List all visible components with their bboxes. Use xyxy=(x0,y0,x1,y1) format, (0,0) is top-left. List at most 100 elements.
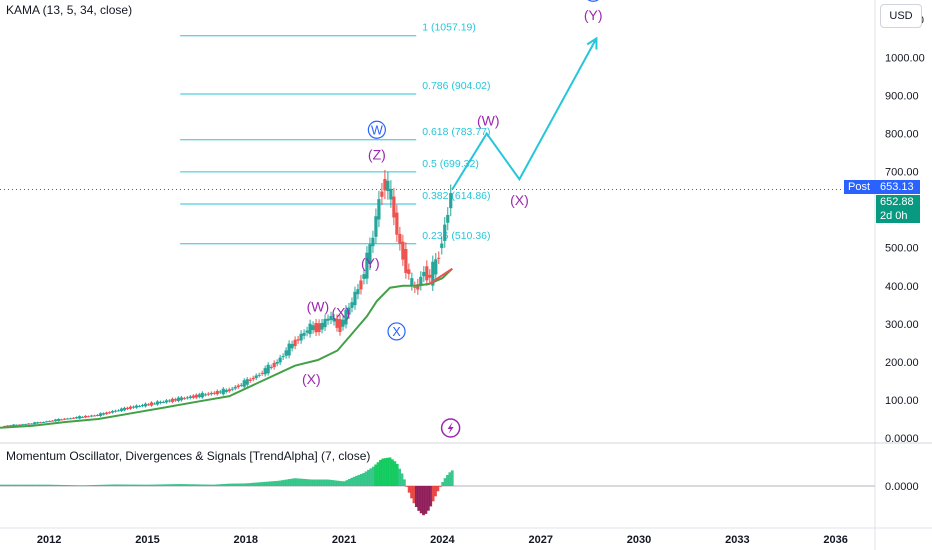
candle-body xyxy=(251,377,255,380)
projection-arrowhead xyxy=(586,36,598,50)
oscillator-bar xyxy=(414,486,418,508)
oscillator-bar xyxy=(391,459,394,486)
candle-body xyxy=(155,401,160,405)
oscillator-bar xyxy=(352,476,356,486)
candle-body xyxy=(57,418,61,421)
candle-body xyxy=(185,397,189,399)
oscillator-bar xyxy=(163,484,167,486)
candle-body xyxy=(287,343,291,356)
candle-body xyxy=(92,415,97,417)
oscillator-bar xyxy=(24,484,28,486)
x-tick-label-0: 2012 xyxy=(37,534,61,546)
candle-body xyxy=(359,280,363,290)
candle-body xyxy=(422,271,426,277)
oscillator-bar xyxy=(36,484,40,486)
candle-body xyxy=(335,318,339,328)
oscillator-bar xyxy=(0,484,2,486)
oscillator-bar xyxy=(326,479,330,486)
candle-body xyxy=(69,418,73,420)
oscillator-bar xyxy=(213,484,217,486)
oscillator-bar xyxy=(144,484,148,486)
oscillator-bar xyxy=(127,484,131,486)
candle-body xyxy=(347,307,351,315)
candle-body xyxy=(224,389,228,392)
oscillator-bar xyxy=(249,482,253,486)
oscillator-bar xyxy=(448,472,452,486)
oscillator-bar xyxy=(285,479,289,486)
oscillator-bar xyxy=(288,479,291,486)
oscillator-bar xyxy=(297,478,301,486)
candle-body xyxy=(140,404,145,407)
oscillator-bar xyxy=(51,484,55,486)
oscillator-bar xyxy=(419,486,423,514)
candle-body xyxy=(398,233,402,244)
oscillator-bar xyxy=(230,483,234,486)
oscillator-bar xyxy=(17,484,21,486)
oscillator-zero-label: 0.0000 xyxy=(885,481,919,493)
oscillator-bar xyxy=(8,484,11,486)
candle-body xyxy=(368,244,372,265)
oscillator-bar xyxy=(89,485,93,486)
candle-body xyxy=(254,375,258,379)
oscillator-bar xyxy=(32,484,35,486)
candle-body xyxy=(45,421,49,423)
oscillator-bar xyxy=(302,478,306,486)
candle-body xyxy=(39,422,43,424)
oscillator-bar xyxy=(254,482,258,486)
oscillator-bar xyxy=(371,466,375,486)
oscillator-bar xyxy=(367,469,370,486)
oscillator-bar xyxy=(450,470,454,486)
candle-body xyxy=(401,241,405,260)
wave-circle-6 xyxy=(387,322,406,341)
candle-body xyxy=(167,400,171,402)
oscillator-bar xyxy=(328,479,332,486)
x-tick-label-8: 2036 xyxy=(823,534,847,546)
candle-body xyxy=(389,188,393,200)
oscillator-bar xyxy=(72,485,76,486)
candle-body xyxy=(42,422,46,424)
oscillator-bar xyxy=(5,484,9,486)
oscillator-bar xyxy=(201,484,205,486)
candle-body xyxy=(60,419,64,421)
candle-body xyxy=(170,398,174,402)
candle-body xyxy=(107,412,112,414)
currency-button[interactable]: USD xyxy=(880,4,922,28)
candle-body xyxy=(116,410,121,412)
candle-body xyxy=(371,237,375,247)
candle-body xyxy=(12,424,16,427)
x-tick-label-6: 2030 xyxy=(627,534,651,546)
candle-body xyxy=(24,424,28,426)
candle-body xyxy=(428,274,432,278)
candle-body xyxy=(161,401,166,403)
candle-body xyxy=(98,413,103,417)
oscillator-bar xyxy=(120,484,124,486)
oscillator-bar xyxy=(271,481,275,486)
candle-body xyxy=(197,394,201,397)
oscillator-bar xyxy=(211,484,215,486)
oscillator-bar xyxy=(268,481,272,486)
oscillator-bar xyxy=(347,479,351,486)
oscillator-bar xyxy=(395,463,399,486)
candle-body xyxy=(179,397,183,401)
oscillator-bar xyxy=(103,484,107,486)
candle-body xyxy=(113,410,118,412)
candle-body xyxy=(278,357,282,363)
oscillator-bar xyxy=(53,484,57,486)
candle-body xyxy=(407,269,411,275)
candle-body xyxy=(110,411,115,413)
oscillator-bar xyxy=(0,484,4,486)
oscillator-bar xyxy=(240,483,244,486)
candle-body xyxy=(350,302,354,308)
wave-label-6: X xyxy=(392,325,401,339)
y-tick-label-10: 100.00 xyxy=(885,395,919,407)
candle-body xyxy=(416,284,420,290)
y-tick-label-2: 900.00 xyxy=(885,91,919,103)
oscillator-bar xyxy=(247,483,251,486)
candle-body xyxy=(27,423,31,425)
countdown-tag: 2d 0h xyxy=(876,209,920,223)
candle-body xyxy=(158,401,163,404)
candle-body xyxy=(257,374,261,376)
oscillator-bar xyxy=(12,484,16,486)
candle-body xyxy=(78,416,82,419)
